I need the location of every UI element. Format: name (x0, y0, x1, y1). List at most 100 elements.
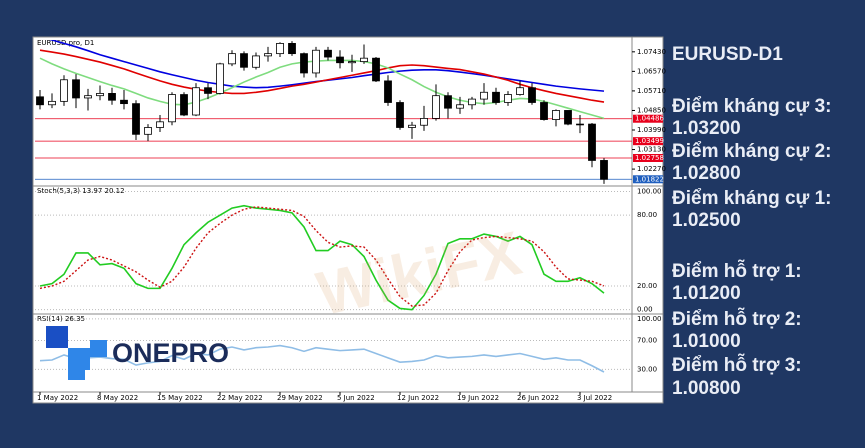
y-tick-label: 20.00 (637, 282, 657, 290)
candle-body (168, 94, 176, 123)
candle-body (372, 57, 380, 82)
candle-body (360, 57, 368, 62)
price-level-box (633, 114, 663, 123)
x-tick-label: 12 Jun 2022 (397, 394, 439, 402)
x-tick-label: 1 May 2022 (37, 394, 78, 402)
candle-body (120, 99, 128, 105)
price-level-box (633, 154, 663, 162)
candle-body (144, 127, 152, 135)
y-tick-label: 100.00 (637, 188, 662, 196)
indicator-line (39, 344, 605, 373)
candle-body (528, 87, 536, 103)
y-tick-label: 1.03130 (637, 146, 666, 154)
y-tick-label: 1.07430 (637, 48, 666, 56)
x-tick-label: 19 Jun 2022 (457, 394, 499, 402)
candle-body (444, 95, 452, 109)
candle-body (60, 79, 68, 102)
level-value: 1.03200 (672, 118, 741, 139)
level-label: Điểm hỗ trợ 2: (672, 308, 802, 330)
logo-icon (90, 340, 107, 357)
candle-body (276, 43, 284, 55)
level-label: Điểm kháng cự 1: (672, 188, 831, 209)
y-tick-label: 30.00 (637, 365, 657, 373)
candle-body (504, 94, 512, 103)
candle-body (324, 49, 332, 58)
candle-body (72, 79, 80, 99)
indicator-line (39, 49, 605, 103)
x-tick-label: 3 Jul 2022 (577, 394, 612, 402)
candle-body (108, 93, 116, 101)
candle-body (552, 110, 560, 120)
y-tick-label: 80.00 (637, 211, 657, 219)
candle-body (336, 56, 344, 64)
candle-body (408, 124, 416, 128)
candle-body (540, 102, 548, 120)
candle-body (48, 100, 56, 106)
candle-body (576, 123, 584, 126)
candle-body (192, 87, 200, 116)
level-value: 1.02800 (672, 163, 741, 184)
price-level-label: 1.02758 (635, 154, 664, 162)
candle-body (156, 121, 164, 128)
candle-body (84, 95, 92, 99)
price-level-box (633, 175, 663, 184)
candle-body (216, 63, 224, 94)
chart-title: EURUSD.pro, D1 (37, 39, 94, 47)
logo-icon (68, 360, 85, 380)
x-tick-label: 8 May 2022 (97, 394, 138, 402)
candle-body (480, 91, 488, 100)
level-value: 1.00800 (672, 378, 741, 399)
x-tick-label: 5 Jun 2022 (337, 394, 375, 402)
level-value: 1.01200 (672, 283, 741, 304)
candle-body (588, 123, 596, 161)
level-label: Điểm hỗ trợ 1: (672, 260, 802, 282)
price-level-label: 1.03499 (635, 137, 664, 145)
price-level-box (633, 137, 663, 146)
indicator-title: Stoch(5,3,3) 13.97 20.12 (37, 187, 125, 195)
candle-body (564, 110, 572, 125)
y-tick-label: 1.02270 (637, 165, 666, 173)
x-tick-label: 22 May 2022 (217, 394, 263, 402)
candle-body (516, 87, 524, 95)
candle-body (240, 53, 248, 68)
level-label: Điểm hỗ trợ 3: (672, 354, 802, 376)
y-tick-label: 1.06570 (637, 67, 666, 75)
candle-body (432, 95, 440, 119)
price-level-label: 1.04486 (635, 115, 664, 123)
candle-body (252, 55, 260, 68)
candle-body (204, 87, 212, 94)
candle-body (348, 61, 356, 64)
x-tick-label: 29 May 2022 (277, 394, 323, 402)
y-tick-label: 1.03990 (637, 126, 666, 134)
candle-body (420, 118, 428, 126)
y-tick-label: 1.04850 (637, 106, 666, 114)
y-tick-label: 0.00 (637, 306, 653, 314)
y-tick-label: 1.05710 (637, 87, 666, 95)
panel-title: EURUSD-D1 (672, 44, 783, 65)
candle-body (300, 53, 308, 74)
candle-body (312, 49, 320, 74)
logo-text: ONEPRO (112, 338, 229, 368)
candle-body (288, 43, 296, 55)
logo: ONEPRO (46, 326, 229, 380)
x-tick-label: 26 Jun 2022 (517, 394, 559, 402)
candle-body (384, 80, 392, 103)
y-tick-label: 70.00 (637, 337, 657, 345)
price-level-label: 1.01822 (635, 175, 664, 183)
candle-body (492, 91, 500, 103)
indicator-plot (39, 344, 605, 373)
candle-body (264, 53, 272, 57)
chart-frame (32, 36, 664, 404)
candle-body (180, 94, 188, 116)
candle-body (468, 98, 476, 106)
level-label: Điểm kháng cự 3: (672, 96, 831, 117)
chart: EURUSD.pro, D1 1.07430 1.06570 1.05710 1.048… (33, 37, 666, 402)
indicator-line (39, 204, 605, 311)
candle-body (96, 93, 104, 97)
price-plot (36, 40, 608, 184)
indicator-title: RSI(14) 26.35 (37, 315, 85, 323)
candle-body (396, 102, 404, 128)
